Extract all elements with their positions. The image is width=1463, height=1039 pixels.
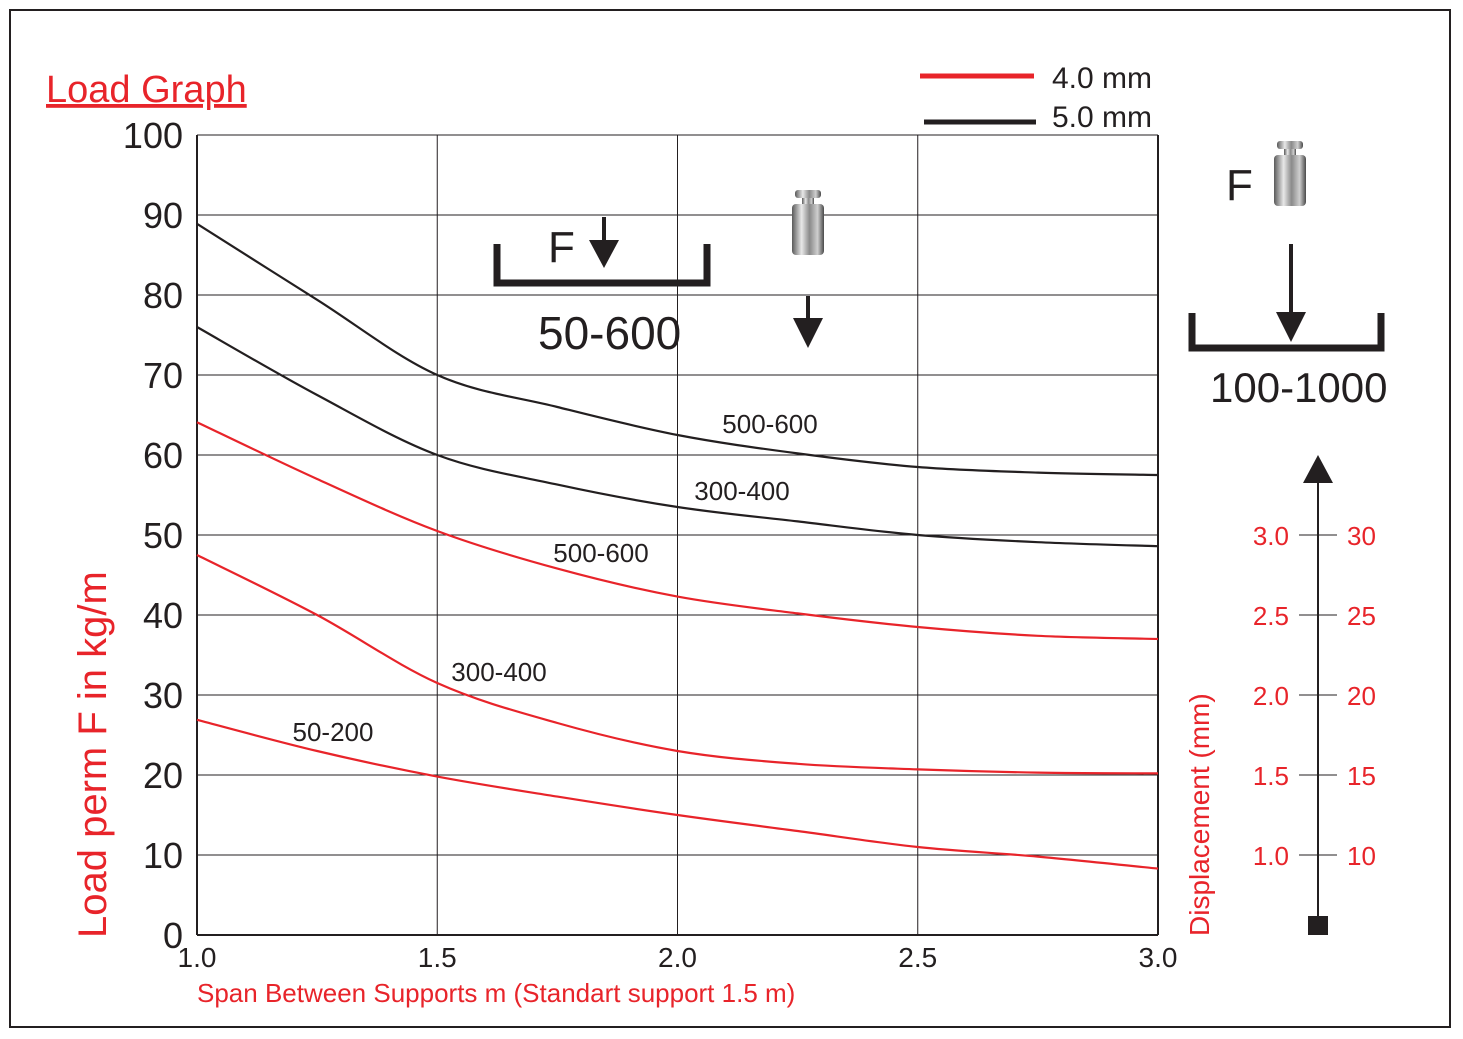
y-tick-labels: 0 10 20 30 40 50 60 70 80 90 100 <box>123 115 183 956</box>
legend: 4.0 mm 5.0 mm <box>920 62 1152 134</box>
y-axis-label: Load perm F in kg/m <box>71 571 115 938</box>
displacement-tick-label-right: 10 <box>1347 841 1376 871</box>
displacement-tick-label-mm: 2.0 <box>1253 681 1289 711</box>
arrow-down-icon <box>589 217 619 268</box>
legend-label-5mm: 5.0 mm <box>1052 101 1152 134</box>
displacement-tick-label-right: 20 <box>1347 681 1376 711</box>
y-tick-label: 20 <box>143 755 183 796</box>
support-bracket <box>1188 313 1385 352</box>
series-line-500-600-50mm <box>196 222 1159 477</box>
series-line-300-400-40mm <box>196 554 1159 775</box>
y-tick-label: 0 <box>163 915 183 956</box>
x-tick-label: 1.0 <box>178 942 217 973</box>
x-axis-label: Span Between Supports m (Standart suppor… <box>197 978 795 1008</box>
y-tick-label: 40 <box>143 595 183 636</box>
y-tick-label: 90 <box>143 195 183 236</box>
displacement-tick-label-right: 15 <box>1347 761 1376 791</box>
arrow-up-icon <box>1303 455 1333 483</box>
series-label: 500-600 <box>553 538 648 568</box>
load-range-label: 100-1000 <box>1210 364 1388 411</box>
x-tick-labels: 1.0 1.5 2.0 2.5 3.0 <box>178 942 1178 973</box>
outer-frame <box>9 9 1451 1028</box>
support-bracket <box>493 244 711 287</box>
axis-base-marker <box>1308 916 1328 935</box>
load-diagram-100-1000: F 100-1000 <box>1188 141 1388 411</box>
curves <box>196 222 1159 870</box>
y-tick-label: 70 <box>143 355 183 396</box>
series-line-500-600-40mm <box>196 421 1159 641</box>
displacement-tick-label-right: 30 <box>1347 521 1376 551</box>
displacement-label: Displacement (mm) <box>1184 693 1215 936</box>
displacement-tick-label-mm: 2.5 <box>1253 601 1289 631</box>
chart-title: Load Graph <box>46 69 247 111</box>
displacement-scale: Displacement (mm) 3.0 30 2.5 25 2.0 20 1.5 15 1.… <box>1184 455 1376 936</box>
series-label: 300-400 <box>451 657 546 687</box>
y-tick-label: 10 <box>143 835 183 876</box>
x-tick-label: 2.0 <box>658 942 697 973</box>
displacement-tick-label-mm: 1.0 <box>1253 841 1289 871</box>
x-tick-label: 3.0 <box>1139 942 1178 973</box>
curve-labels: 500-600 300-400 500-600 300-400 50-200 <box>293 409 818 747</box>
series-line-50-200-40mm <box>196 718 1159 870</box>
arrow-down-icon <box>1276 244 1306 342</box>
load-diagram-50-600: F 50-600 <box>493 190 824 359</box>
y-tick-label: 80 <box>143 275 183 316</box>
series-label: 50-200 <box>293 717 374 747</box>
y-tick-label: 50 <box>143 515 183 556</box>
series-line-300-400-50mm <box>196 326 1159 548</box>
force-label: F <box>548 223 575 272</box>
grid <box>196 134 1159 936</box>
y-tick-label: 60 <box>143 435 183 476</box>
x-tick-label: 1.5 <box>418 942 457 973</box>
y-tick-label: 30 <box>143 675 183 716</box>
y-tick-label: 100 <box>123 115 183 156</box>
series-label: 500-600 <box>722 409 817 439</box>
displacement-tick-label-right: 25 <box>1347 601 1376 631</box>
load-range-label: 50-600 <box>538 307 681 359</box>
arrow-down-icon <box>793 296 823 348</box>
series-label: 300-400 <box>694 476 789 506</box>
displacement-tick-label-mm: 3.0 <box>1253 521 1289 551</box>
displacement-tick-label-mm: 1.5 <box>1253 761 1289 791</box>
x-tick-label: 2.5 <box>898 942 937 973</box>
force-label: F <box>1226 161 1253 210</box>
legend-label-4mm: 4.0 mm <box>1052 62 1152 95</box>
